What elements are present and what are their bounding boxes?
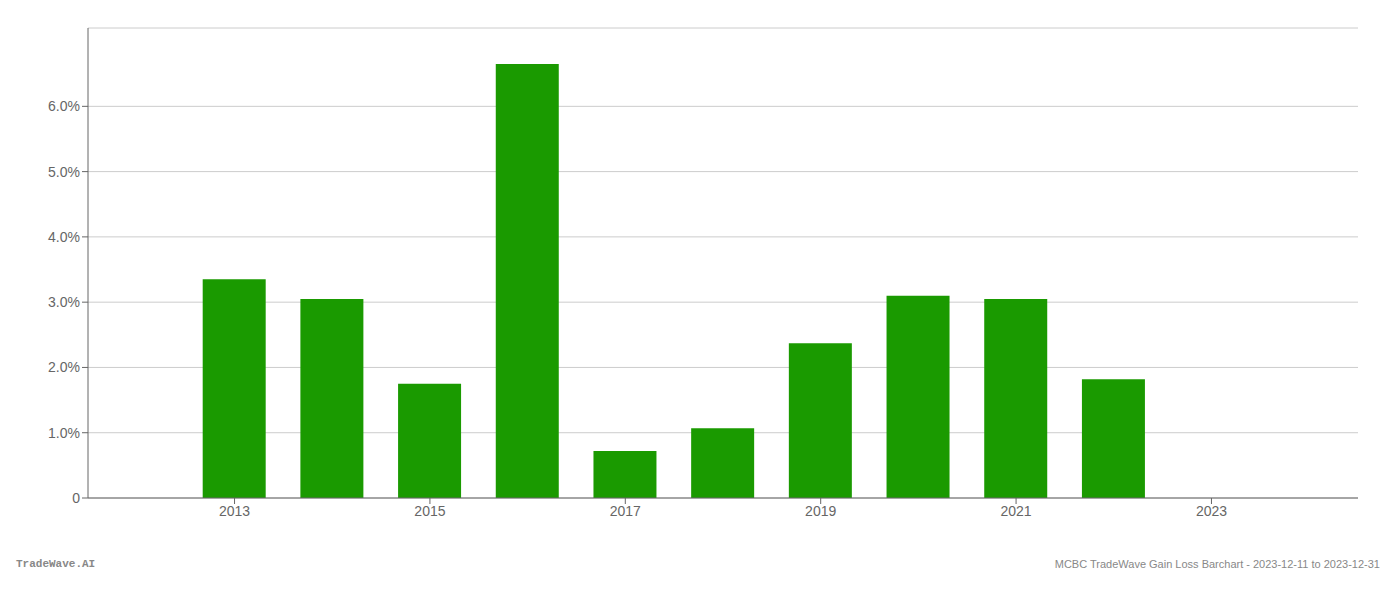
svg-text:2021: 2021 <box>1000 503 1031 519</box>
svg-text:3.0%: 3.0% <box>48 294 80 310</box>
svg-text:5.0%: 5.0% <box>48 164 80 180</box>
svg-text:0: 0 <box>72 490 80 506</box>
html-text:MCBC TradeWave Gain Loss Barch: MCBC TradeWave Gain Loss Barchart - 2023… <box>1054 558 1380 570</box>
html-text:TradeWave.AI: TradeWave.AI <box>16 558 96 570</box>
svg-text:2013: 2013 <box>219 503 250 519</box>
svg-text:4.0%: 4.0% <box>48 229 80 245</box>
svg-text:2015: 2015 <box>414 503 445 519</box>
svg-text:6.0%: 6.0% <box>48 98 80 114</box>
svg-text:2019: 2019 <box>805 503 836 519</box>
svg-text:1.0%: 1.0% <box>48 425 80 441</box>
svg-text:2.0%: 2.0% <box>48 359 80 375</box>
svg-text:2017: 2017 <box>610 503 641 519</box>
svg-text:2023: 2023 <box>1196 503 1227 519</box>
